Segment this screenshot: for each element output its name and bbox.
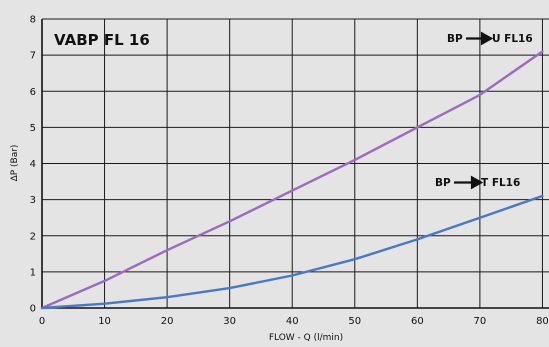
y-tick-label: 0 [30,304,36,315]
y-tick-label: 2 [30,231,36,242]
x-tick-label: 30 [223,316,236,327]
y-tick-label: 1 [30,267,36,278]
y-axis-label: ΔP (Bar) [10,145,20,182]
x-axis-label: FLOW - Q (l/min) [269,333,343,343]
x-tick-label: 10 [98,316,111,327]
x-tick-label: 60 [411,316,424,327]
x-tick-label: 40 [286,316,299,327]
y-tick-label: 3 [30,195,36,206]
series [40,50,544,310]
series-label-bp-u: BP U FL16 [447,31,533,46]
series-line-1 [40,194,544,310]
series-label-bp-t-from: BP [435,177,451,189]
y-tick-label: 8 [30,15,36,26]
x-tick-label: 20 [161,316,174,327]
series-label-bp-u-to: U FL16 [492,33,533,45]
y-tick-label: 4 [30,159,36,170]
x-tick-label: 0 [39,316,45,327]
arrow-right-icon [454,175,484,190]
y-tick-label: 6 [30,87,36,98]
grid [41,18,549,309]
series-label-bp-u-from: BP [447,33,463,45]
x-tick-label: 70 [474,316,487,327]
arrow-right-icon [466,31,494,46]
chart-title: VABP FL 16 [54,31,150,49]
tick-labels: 0102030405060708090012345678 [30,15,549,328]
x-tick-label: 80 [536,316,549,327]
series-line-0 [40,50,544,310]
y-tick-label: 7 [30,51,36,62]
x-tick-label: 50 [348,316,361,327]
y-tick-label: 5 [30,123,36,134]
series-label-bp-t-to: T FL16 [481,177,520,189]
series-label-bp-t: BP T FL16 [435,175,520,190]
